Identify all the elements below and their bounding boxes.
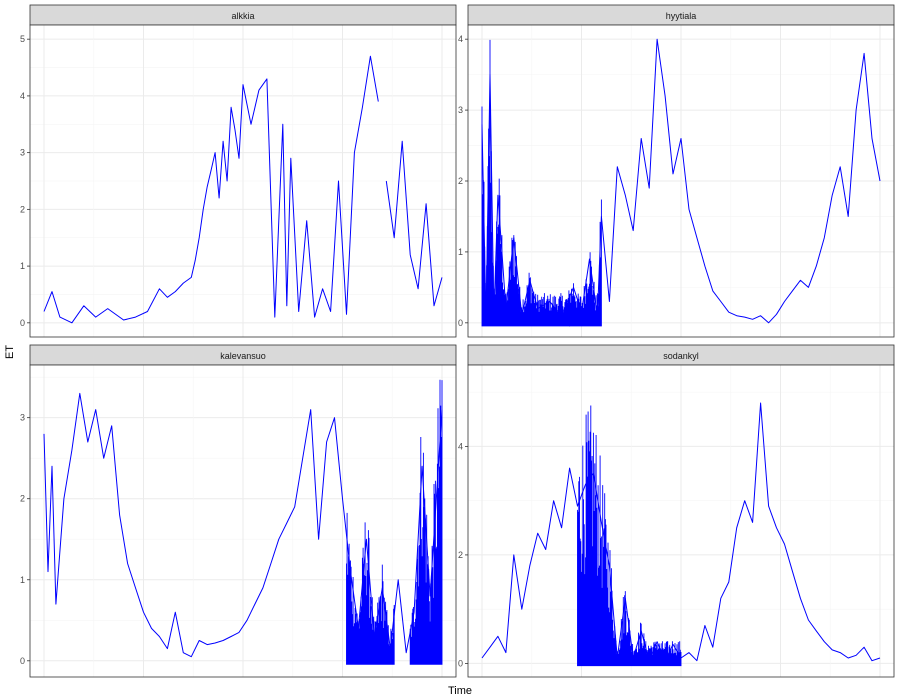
series-dense-segment [577, 405, 682, 667]
series-line [43, 392, 443, 658]
y-tick-label: 0 [20, 318, 25, 328]
series-line [43, 55, 443, 324]
facet-panels: alkkia 0 1 2 3 4 5 hyytiala 0 1 2 3 4 kalevansuo 0 1 2 3 s… [20, 4, 895, 678]
y-tick-label: 4 [458, 441, 463, 451]
series-dense-segment [409, 379, 443, 665]
grid-lines [468, 365, 894, 677]
panel-sodankyl: sodankyl 0 2 4 [458, 344, 895, 678]
y-tick-label: 1 [458, 247, 463, 257]
x-axis-title: Time [448, 685, 472, 697]
facet-strip-label: kalevansuo [220, 351, 266, 361]
facet-strip-label: sodankyl [663, 351, 699, 361]
y-tick-label: 1 [20, 575, 25, 585]
y-tick-label: 0 [458, 318, 463, 328]
grid-lines [30, 25, 456, 337]
panel-hyytiala: hyytiala 0 1 2 3 4 [458, 4, 895, 338]
panel-kalevansuo: kalevansuo 0 1 2 3 [20, 344, 457, 678]
y-tick-label: 4 [458, 34, 463, 44]
y-axis-title: ET [4, 345, 16, 359]
y-tick-label: 0 [458, 658, 463, 668]
y-tick-label: 3 [20, 148, 25, 158]
y-tick-label: 3 [20, 413, 25, 423]
y-tick-label: 2 [458, 176, 463, 186]
series-dense-segment [569, 199, 602, 327]
y-tick-label: 2 [20, 494, 25, 504]
facet-strip-label: hyytiala [666, 11, 697, 21]
series-dense-segment [346, 512, 395, 665]
y-tick-label: 2 [458, 550, 463, 560]
y-tick-label: 0 [20, 656, 25, 666]
y-tick-label: 3 [458, 105, 463, 115]
y-tick-label: 2 [20, 204, 25, 214]
grid-lines [468, 25, 894, 337]
facet-strip-label: alkkia [231, 11, 254, 21]
series-dense-segment [481, 39, 571, 327]
panel-border [467, 364, 895, 678]
y-tick-label: 5 [20, 34, 25, 44]
y-tick-label: 4 [20, 91, 25, 101]
panel-border [29, 24, 457, 338]
panel-alkkia: alkkia 0 1 2 3 4 5 [20, 4, 457, 338]
panel-border [467, 24, 895, 338]
panel-border [29, 364, 457, 678]
y-tick-label: 1 [20, 261, 25, 271]
